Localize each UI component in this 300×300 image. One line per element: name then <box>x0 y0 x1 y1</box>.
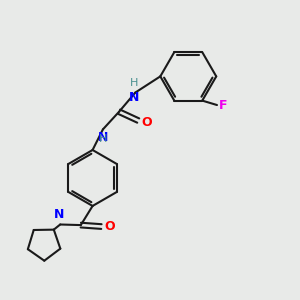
Text: N: N <box>129 91 139 104</box>
Text: F: F <box>219 98 228 112</box>
Text: O: O <box>104 220 115 233</box>
Text: O: O <box>142 116 152 128</box>
Text: N: N <box>98 131 108 144</box>
Text: H: H <box>130 78 138 88</box>
Text: N: N <box>53 208 64 221</box>
Text: H: H <box>99 134 107 144</box>
